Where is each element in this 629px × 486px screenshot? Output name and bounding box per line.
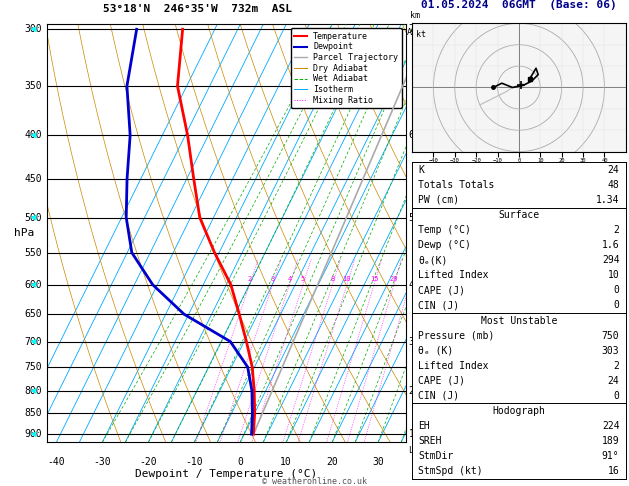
- Text: 15: 15: [370, 276, 378, 282]
- Text: -30: -30: [94, 457, 111, 467]
- Text: 30: 30: [372, 457, 384, 467]
- Text: 450: 450: [24, 174, 42, 184]
- Text: 10: 10: [343, 276, 351, 282]
- Text: 750: 750: [24, 362, 42, 372]
- Text: 7: 7: [409, 24, 415, 34]
- Text: 24: 24: [608, 376, 620, 386]
- Text: 53°18'N  246°35'W  732m  ASL: 53°18'N 246°35'W 732m ASL: [103, 4, 292, 14]
- Text: 900: 900: [24, 429, 42, 439]
- Text: LCL: LCL: [409, 447, 423, 455]
- Text: 2: 2: [613, 225, 620, 235]
- Text: 1: 1: [409, 429, 415, 439]
- Text: 10: 10: [281, 457, 292, 467]
- Text: θₑ(K): θₑ(K): [418, 255, 448, 265]
- Text: 48: 48: [608, 180, 620, 190]
- Text: 1.6: 1.6: [602, 240, 620, 250]
- Text: 8: 8: [330, 276, 335, 282]
- Text: EH: EH: [418, 421, 430, 431]
- Text: 600: 600: [24, 280, 42, 290]
- Text: Surface: Surface: [498, 210, 540, 220]
- Text: 550: 550: [24, 248, 42, 258]
- Text: 3: 3: [270, 276, 275, 282]
- Text: 0: 0: [613, 300, 620, 311]
- Text: 2: 2: [247, 276, 252, 282]
- Text: 2: 2: [409, 386, 415, 396]
- Text: 800: 800: [24, 386, 42, 396]
- Text: CAPE (J): CAPE (J): [418, 285, 465, 295]
- Text: hPa: hPa: [14, 228, 34, 238]
- Text: Hodograph: Hodograph: [493, 406, 545, 416]
- Text: 4: 4: [409, 280, 415, 290]
- Text: StmDir: StmDir: [418, 451, 454, 461]
- Text: 5: 5: [409, 212, 415, 223]
- Text: 303: 303: [602, 346, 620, 356]
- Text: 20: 20: [326, 457, 338, 467]
- Text: Totals Totals: Totals Totals: [418, 180, 495, 190]
- Text: -10: -10: [186, 457, 203, 467]
- Text: Temp (°C): Temp (°C): [418, 225, 471, 235]
- Text: 01.05.2024  06GMT  (Base: 06): 01.05.2024 06GMT (Base: 06): [421, 0, 617, 10]
- Text: 5: 5: [301, 276, 305, 282]
- Text: © weatheronline.co.uk: © weatheronline.co.uk: [262, 477, 367, 486]
- Text: StmSpd (kt): StmSpd (kt): [418, 466, 483, 476]
- Text: 650: 650: [24, 309, 42, 319]
- Text: 400: 400: [24, 130, 42, 140]
- Text: 2: 2: [613, 361, 620, 371]
- Text: PW (cm): PW (cm): [418, 195, 460, 205]
- Text: 189: 189: [602, 436, 620, 446]
- Text: CIN (J): CIN (J): [418, 391, 460, 401]
- Text: CAPE (J): CAPE (J): [418, 376, 465, 386]
- Text: 16: 16: [608, 466, 620, 476]
- Text: 10: 10: [608, 270, 620, 280]
- Text: km: km: [409, 11, 420, 20]
- Text: 294: 294: [602, 255, 620, 265]
- Text: Dewpoint / Temperature (°C): Dewpoint / Temperature (°C): [135, 469, 318, 479]
- Text: 4: 4: [287, 276, 291, 282]
- Text: 500: 500: [24, 212, 42, 223]
- Text: Lifted Index: Lifted Index: [418, 270, 489, 280]
- Text: 0: 0: [237, 457, 243, 467]
- Text: 3: 3: [409, 336, 415, 347]
- Text: 20: 20: [389, 276, 398, 282]
- Text: 300: 300: [24, 24, 42, 34]
- Text: 224: 224: [602, 421, 620, 431]
- Text: 1.34: 1.34: [596, 195, 620, 205]
- Text: 0: 0: [613, 285, 620, 295]
- Text: CIN (J): CIN (J): [418, 300, 460, 311]
- Text: 750: 750: [602, 330, 620, 341]
- Text: 6: 6: [409, 130, 415, 140]
- Text: K: K: [418, 165, 425, 175]
- Text: kt: kt: [416, 30, 426, 39]
- Text: Lifted Index: Lifted Index: [418, 361, 489, 371]
- Text: Mixing Ratio (g/kg): Mixing Ratio (g/kg): [430, 186, 439, 281]
- Text: Dewp (°C): Dewp (°C): [418, 240, 471, 250]
- Text: Most Unstable: Most Unstable: [481, 315, 557, 326]
- Text: 700: 700: [24, 336, 42, 347]
- Text: -40: -40: [48, 457, 65, 467]
- Text: 850: 850: [24, 408, 42, 418]
- Text: 91°: 91°: [602, 451, 620, 461]
- Text: SREH: SREH: [418, 436, 442, 446]
- Text: 350: 350: [24, 81, 42, 91]
- Text: Pressure (mb): Pressure (mb): [418, 330, 495, 341]
- Text: 0: 0: [613, 391, 620, 401]
- Text: 25: 25: [405, 276, 414, 282]
- Text: -20: -20: [140, 457, 157, 467]
- Text: ASL: ASL: [407, 28, 422, 37]
- Text: 24: 24: [608, 165, 620, 175]
- Legend: Temperature, Dewpoint, Parcel Trajectory, Dry Adiabat, Wet Adiabat, Isotherm, Mi: Temperature, Dewpoint, Parcel Trajectory…: [291, 29, 401, 108]
- Text: θₑ (K): θₑ (K): [418, 346, 454, 356]
